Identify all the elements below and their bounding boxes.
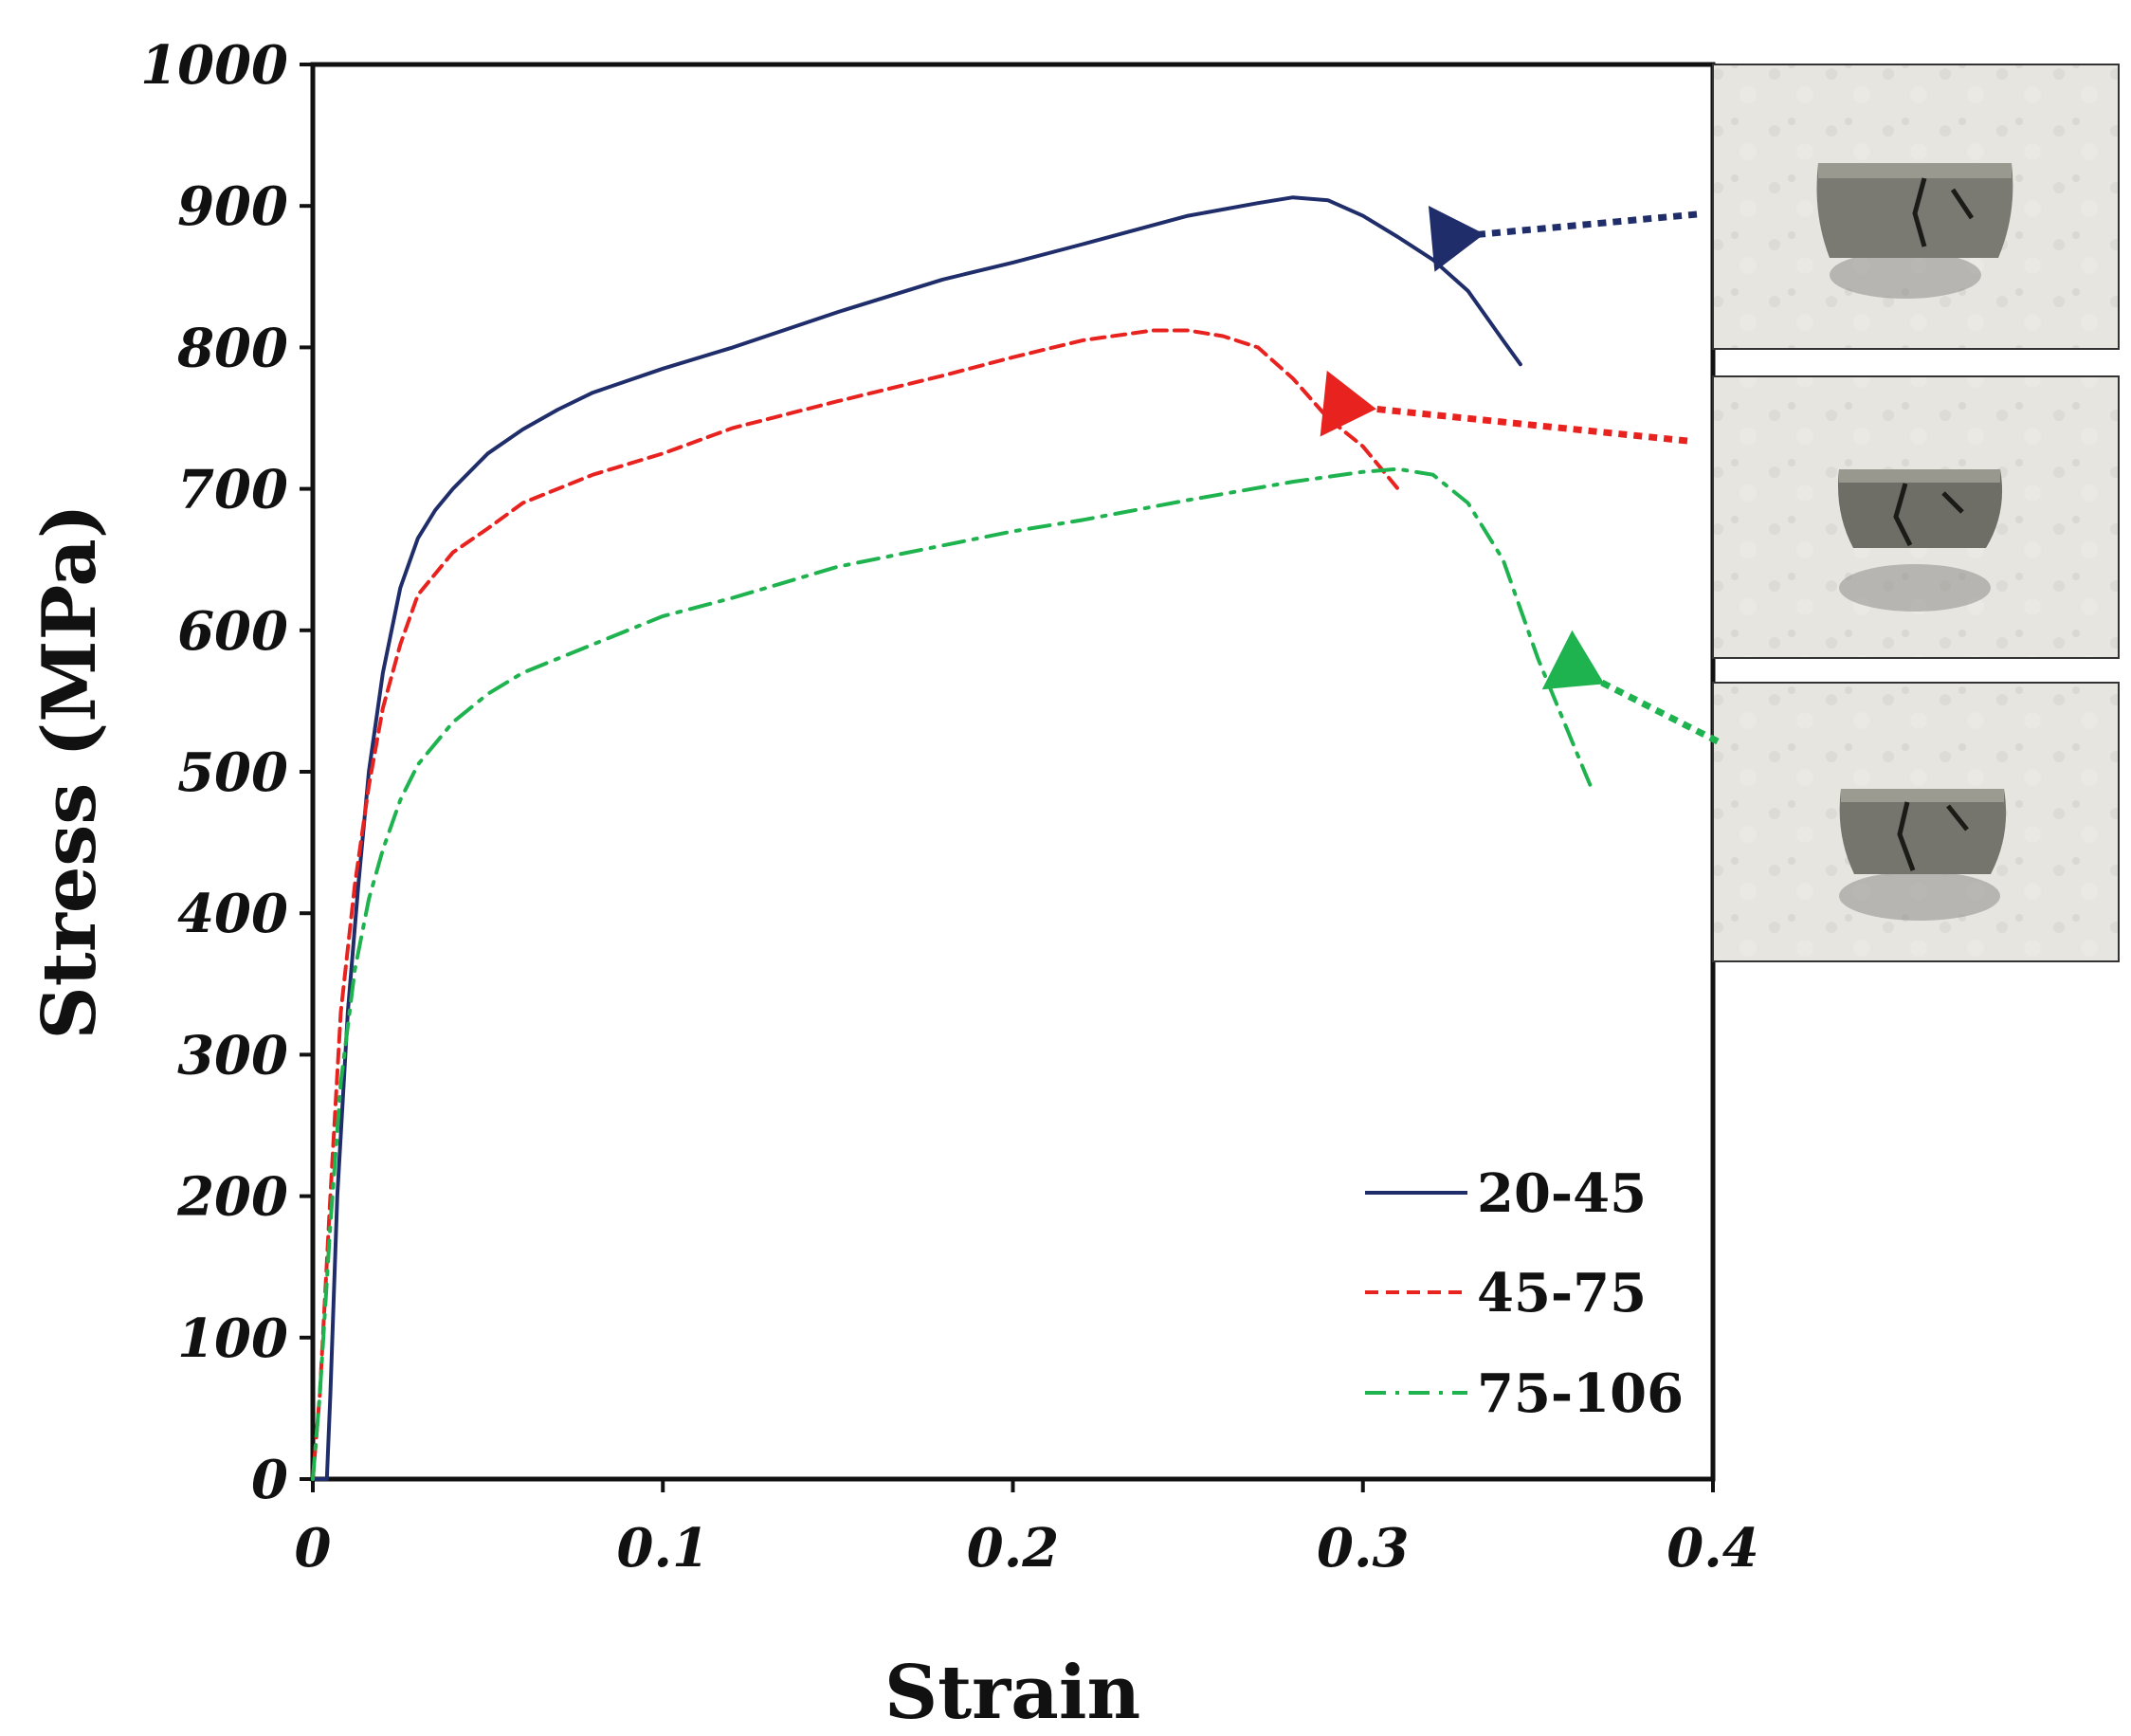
legend-label-20-45: 20-45: [1477, 1162, 1647, 1225]
x-tick-label: 0.4: [1667, 1517, 1758, 1580]
x-tick-label: 0.2: [967, 1517, 1059, 1580]
y-axis-title: Stress (MPa): [27, 503, 113, 1039]
y-axis-ticks: 0 100 200 300 400 500 600 700 800 900 1000: [140, 34, 313, 1511]
y-tick-label: 600: [177, 600, 288, 663]
legend: 20-45 45-75 75-106: [1365, 1162, 1684, 1425]
series-layer: [311, 195, 1593, 1481]
y-tick-label: 400: [177, 883, 288, 945]
x-tick-label: 0: [295, 1517, 332, 1580]
y-tick-label: 800: [176, 317, 288, 379]
y-tick-label: 200: [176, 1166, 288, 1229]
arrow-75-106: [1541, 630, 1720, 745]
y-tick-label: 300: [177, 1024, 288, 1087]
x-tick-label: 0.3: [1317, 1517, 1409, 1580]
specimen-photo-45-75: [1712, 375, 2120, 659]
specimen-photo-75-106: [1712, 682, 2120, 962]
series-line-45-75: [311, 328, 1400, 1481]
legend-label-45-75: 45-75: [1477, 1262, 1647, 1325]
y-tick-label: 700: [177, 459, 288, 521]
y-tick-label: 500: [177, 741, 288, 804]
x-axis-ticks: 0 0.1 0.2 0.3 0.4: [295, 1479, 1759, 1580]
legend-label-75-106: 75-106: [1477, 1362, 1684, 1425]
x-axis-title: Strain: [884, 1650, 1140, 1736]
arrow-20-45: [1428, 206, 1698, 272]
x-tick-label: 0.1: [617, 1517, 709, 1580]
y-tick-label: 900: [177, 175, 288, 238]
plot-area: [310, 62, 1716, 1482]
series-line-20-45: [311, 195, 1522, 1481]
y-tick-label: 1000: [140, 34, 288, 97]
specimen-photo-20-45: [1712, 64, 2120, 350]
y-tick-label: 100: [177, 1307, 288, 1370]
y-tick-label: 0: [251, 1449, 288, 1511]
series-line-75-106: [311, 466, 1593, 1481]
